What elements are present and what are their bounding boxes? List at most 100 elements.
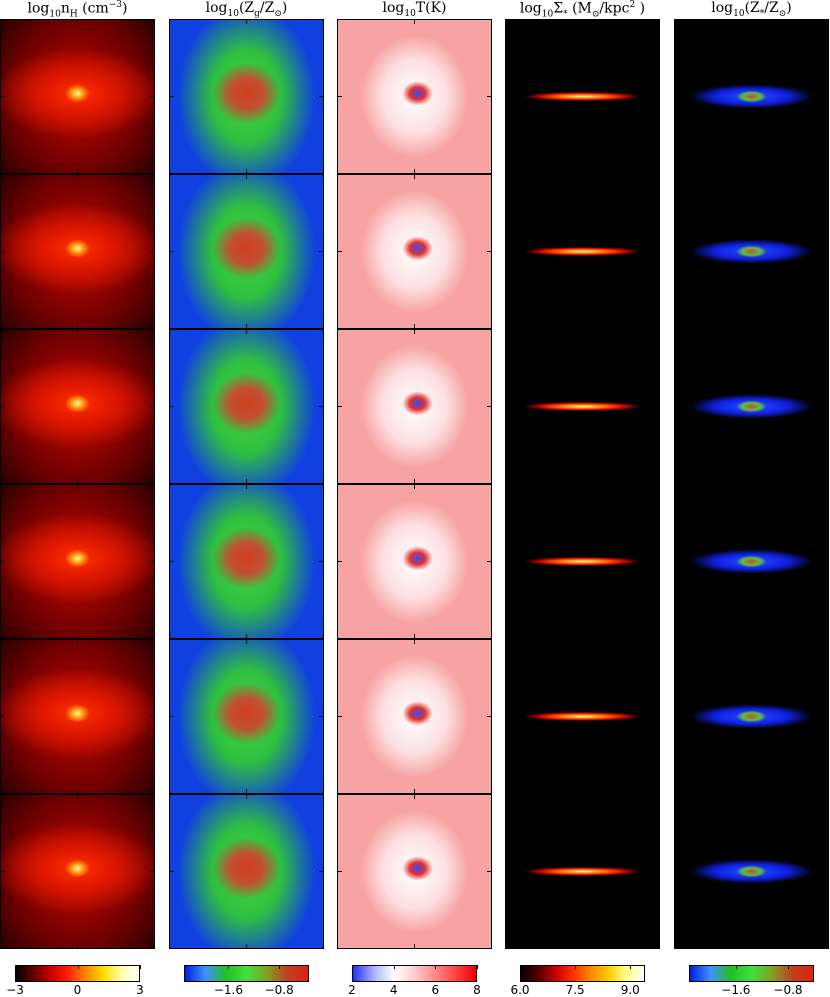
image-panel (0, 174, 155, 329)
axis-tick (414, 634, 415, 638)
column-title: log10(Zg/Z⊙) (169, 0, 324, 19)
axis-tick (246, 944, 247, 948)
colorbar-tick (787, 965, 789, 969)
image-panel (505, 639, 660, 794)
title-part: −3 (108, 0, 123, 10)
axis-tick (246, 324, 247, 328)
colorbar-tick-label: −1.6 (721, 983, 751, 997)
axis-tick (751, 330, 752, 334)
axis-tick (338, 871, 342, 872)
image-panel (169, 19, 324, 174)
colorbar-tick (77, 965, 79, 969)
axis-tick (170, 716, 174, 717)
title-part: (Z (238, 0, 255, 16)
axis-tick (246, 479, 247, 483)
colorbar-tick-label: −0.8 (264, 983, 294, 997)
axis-tick (751, 20, 752, 24)
image-panel (169, 329, 324, 484)
image-panel (674, 639, 829, 794)
colorbar-tick (352, 965, 353, 969)
axis-tick (655, 716, 659, 717)
colorbar-tick-label: 3 (136, 983, 144, 997)
axis-tick (582, 485, 583, 489)
colorbar-tick (140, 965, 141, 969)
axis-tick (506, 716, 510, 717)
colorbar-tick-label: 4 (389, 983, 398, 997)
axis-tick (582, 175, 583, 179)
axis-tick (77, 324, 78, 328)
title-part: (M (567, 0, 592, 17)
image-panel (505, 329, 660, 484)
axis-tick (751, 640, 752, 644)
image-panel (0, 19, 155, 174)
colorbar-tick (520, 965, 521, 969)
axis-tick (582, 330, 583, 334)
axis-tick (675, 871, 679, 872)
title-part: 10 (227, 8, 239, 19)
axis-tick (655, 96, 659, 97)
axis-tick (319, 871, 323, 872)
axis-tick (1, 251, 5, 252)
axis-tick (487, 96, 491, 97)
axis-tick (824, 96, 828, 97)
column-title: log10(Z*/Z⊙) (674, 0, 829, 19)
axis-tick (582, 169, 583, 173)
colorbar-tick-label: −1.6 (213, 983, 243, 997)
title-part: Σ (553, 0, 564, 17)
title-part: * (759, 8, 765, 19)
title-part: ) (122, 0, 128, 17)
axis-tick (487, 561, 491, 562)
axis-tick (582, 324, 583, 328)
title-part: ) (281, 0, 288, 16)
axis-tick (582, 944, 583, 948)
axis-tick (319, 96, 323, 97)
axis-tick (582, 640, 583, 644)
image-panel (0, 639, 155, 794)
axis-tick (824, 871, 828, 872)
axis-tick (1, 871, 5, 872)
axis-tick (319, 251, 323, 252)
image-panel (169, 174, 324, 329)
title-part: 10 (49, 9, 61, 20)
axis-tick (414, 330, 415, 334)
title-part: n (60, 0, 70, 17)
axis-tick (487, 871, 491, 872)
axis-tick (751, 479, 752, 483)
axis-tick (487, 406, 491, 407)
axis-tick (751, 175, 752, 179)
title-part: ) (786, 0, 792, 16)
axis-tick (582, 795, 583, 799)
colorbar-tick (435, 965, 437, 969)
axis-tick (246, 20, 247, 24)
axis-tick (1, 716, 5, 717)
colorbar-tick (477, 965, 478, 969)
axis-tick (506, 561, 510, 562)
image-panel (169, 639, 324, 794)
axis-tick (150, 871, 154, 872)
axis-tick (414, 485, 415, 489)
title-part: ) (635, 0, 646, 17)
title-part: log (519, 0, 542, 17)
axis-tick (170, 251, 174, 252)
image-panel (674, 329, 829, 484)
axis-tick (246, 640, 247, 644)
image-panel (674, 19, 829, 174)
axis-tick (675, 251, 679, 252)
title-part: log (382, 0, 405, 16)
colorbar-tick (630, 965, 632, 969)
axis-tick (675, 406, 679, 407)
axis-tick (751, 485, 752, 489)
axis-tick (338, 251, 342, 252)
title-part: T(K) (415, 0, 447, 16)
title-part: ⊙ (778, 8, 787, 19)
image-panel (0, 794, 155, 949)
colorbar-tick-label: −3 (6, 983, 24, 997)
axis-tick (414, 789, 415, 793)
axis-tick (655, 871, 659, 872)
title-part: /Z (259, 0, 275, 16)
axis-tick (582, 634, 583, 638)
image-panel (0, 484, 155, 639)
axis-tick (655, 561, 659, 562)
axis-tick (319, 561, 323, 562)
axis-tick (414, 324, 415, 328)
